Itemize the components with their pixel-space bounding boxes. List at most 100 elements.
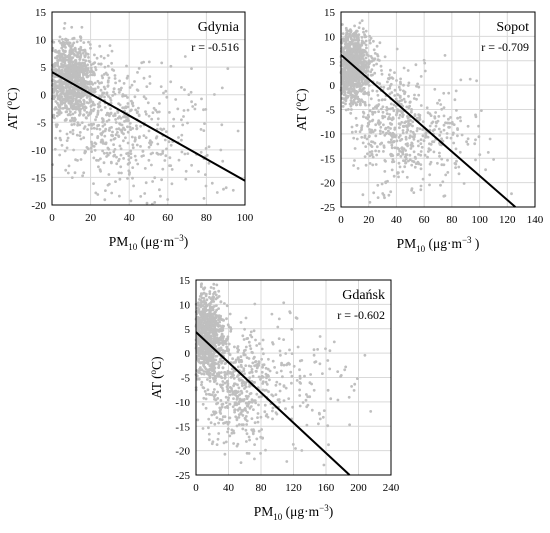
data-point <box>441 180 445 184</box>
data-point <box>456 134 459 138</box>
data-point <box>210 413 214 417</box>
data-point <box>190 67 193 70</box>
data-point <box>252 408 255 411</box>
data-point <box>363 35 367 39</box>
data-point <box>52 40 56 44</box>
data-point <box>243 372 246 376</box>
data-point <box>232 429 235 433</box>
data-point <box>253 399 257 402</box>
data-point <box>217 421 220 425</box>
data-point <box>141 149 145 153</box>
data-point <box>378 82 382 86</box>
data-point <box>115 127 119 131</box>
data-point <box>61 88 64 92</box>
data-point <box>387 73 391 77</box>
data-point <box>371 163 375 167</box>
data-point <box>67 58 71 62</box>
data-point <box>264 388 268 392</box>
x-tick-label: 40 <box>391 214 403 226</box>
data-point <box>445 132 449 135</box>
data-point <box>211 373 214 377</box>
data-point <box>415 129 419 133</box>
y-tick-label: 5 <box>330 56 336 68</box>
data-point <box>252 381 255 384</box>
data-point <box>298 359 302 363</box>
data-point <box>218 320 221 324</box>
data-point <box>228 402 232 406</box>
data-point <box>377 110 380 113</box>
data-point <box>115 162 119 166</box>
data-point <box>78 134 82 138</box>
data-point <box>386 80 389 84</box>
data-point <box>383 159 387 162</box>
data-point <box>83 108 86 112</box>
data-point <box>436 161 439 165</box>
data-point <box>161 152 165 155</box>
data-point <box>74 92 78 95</box>
data-point <box>369 410 373 413</box>
data-point <box>417 153 420 156</box>
y-axis-title: AT (oC) <box>148 356 164 398</box>
data-point <box>426 155 429 159</box>
data-point <box>391 77 395 80</box>
data-point <box>208 379 212 383</box>
data-point <box>207 432 211 436</box>
data-point <box>447 125 450 129</box>
data-point <box>248 344 252 348</box>
data-point <box>97 165 100 169</box>
data-point <box>271 417 274 421</box>
data-point <box>474 158 477 162</box>
data-point <box>74 158 77 162</box>
data-point <box>399 77 402 81</box>
data-point <box>62 27 66 30</box>
data-point <box>227 420 231 424</box>
data-point <box>408 134 412 138</box>
data-point <box>216 323 220 327</box>
data-point <box>355 124 359 127</box>
data-point <box>60 46 64 50</box>
data-point <box>288 310 292 313</box>
data-point <box>243 407 247 410</box>
data-point <box>370 60 374 63</box>
data-point <box>109 99 113 102</box>
data-point <box>118 177 122 181</box>
data-point <box>381 192 385 195</box>
data-point <box>203 326 207 330</box>
data-point <box>412 150 416 154</box>
data-point <box>245 451 249 455</box>
data-point <box>345 64 349 67</box>
data-point <box>231 392 235 396</box>
data-point <box>98 127 102 131</box>
data-point <box>438 98 441 102</box>
data-point <box>367 93 371 97</box>
data-point <box>89 108 93 112</box>
data-point <box>213 388 216 391</box>
data-point <box>87 40 90 44</box>
data-point <box>242 353 246 357</box>
data-point <box>403 165 407 169</box>
data-point <box>354 59 358 62</box>
data-point <box>186 121 189 125</box>
data-point <box>381 116 385 120</box>
data-point <box>137 114 141 118</box>
data-point <box>170 168 174 171</box>
data-point <box>305 423 309 427</box>
data-point <box>52 90 56 94</box>
data-point <box>348 80 352 84</box>
data-point <box>405 130 409 134</box>
data-point <box>265 383 269 386</box>
data-point <box>158 188 161 192</box>
data-point <box>228 416 232 420</box>
data-point <box>57 108 60 112</box>
data-point <box>98 81 101 85</box>
data-point <box>132 184 136 188</box>
data-point <box>73 46 77 50</box>
data-point <box>130 102 134 105</box>
data-point <box>248 438 251 442</box>
data-point <box>133 95 137 99</box>
data-point <box>418 115 421 119</box>
data-point <box>427 150 430 153</box>
data-point <box>63 101 67 105</box>
data-point <box>108 129 111 132</box>
data-point <box>379 125 383 129</box>
